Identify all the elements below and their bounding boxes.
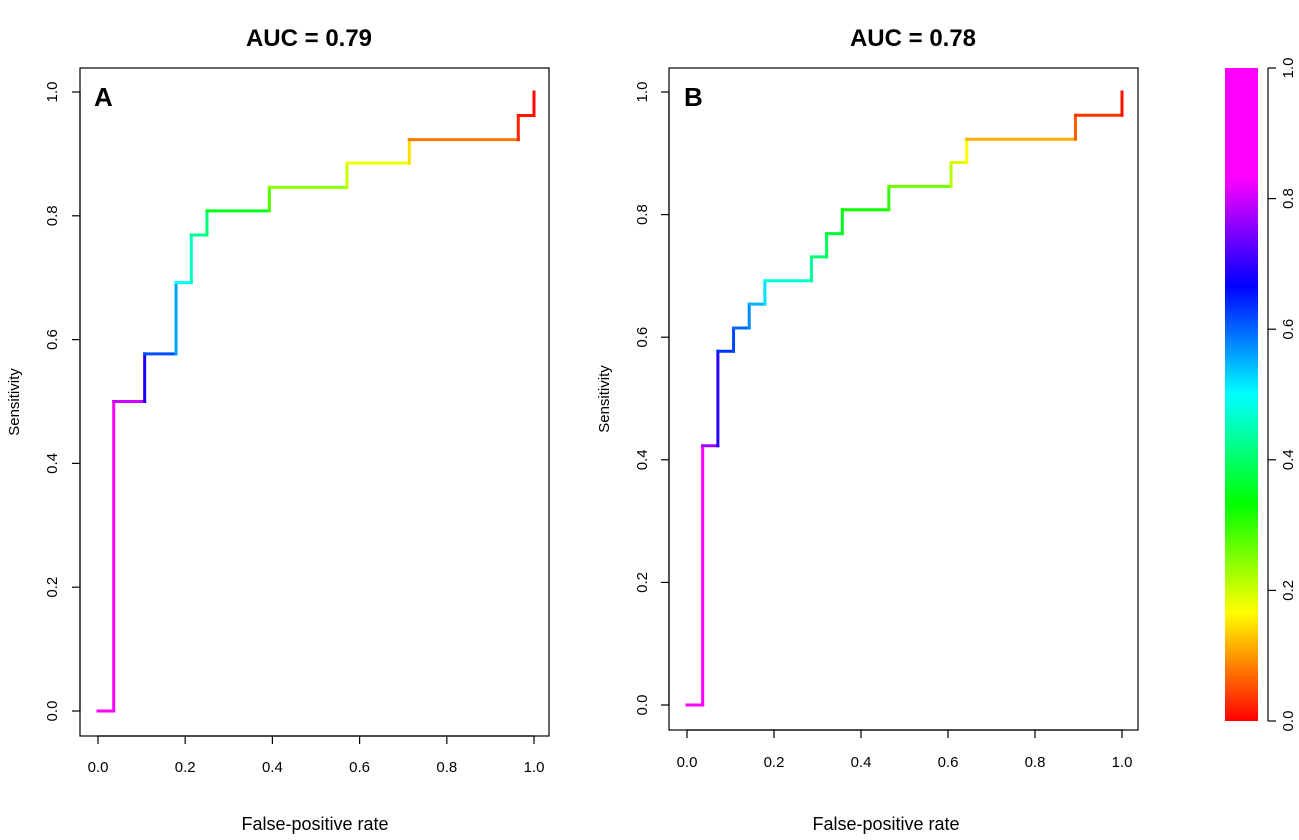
panel-b-plot-frame <box>668 67 1139 731</box>
y-tick-label: 1.0 <box>44 82 61 103</box>
x-tick-label: 0.8 <box>436 759 457 776</box>
panel-a-y-axis-title: Sensitivity <box>6 368 23 436</box>
panel-a-title: AUC = 0.79 <box>246 25 372 52</box>
x-tick-label: 1.0 <box>1112 754 1133 771</box>
x-tick-label: 0.4 <box>851 754 872 771</box>
x-tick-label: 0.2 <box>764 754 785 771</box>
colorbar-tick-label: 0.6 <box>1280 319 1297 340</box>
colorbar-tick-label: 0.4 <box>1280 449 1297 470</box>
panel-a-plot-frame <box>79 67 550 737</box>
panel-a: AUC = 0.79 A 0.0 0.2 0.4 0.6 0.8 1.0 0.00.20.… <box>6 25 550 834</box>
colorbar-axis: 0.0 0.2 0.4 0.6 0.8 1.0 <box>1267 58 1297 732</box>
x-tick-label: 0.8 <box>1025 754 1046 771</box>
panel-b-title: AUC = 0.78 <box>850 25 976 52</box>
y-tick-label: 0.2 <box>44 577 61 598</box>
colorbar: 0.0 0.2 0.4 0.6 0.8 1.0 <box>1225 58 1297 732</box>
colorbar-tick-label: 0.2 <box>1280 580 1297 601</box>
panel-b-y-axis-title: Sensitivity <box>596 365 613 433</box>
y-tick-label: 1.0 <box>634 82 651 103</box>
x-tick-label: 0.0 <box>677 754 698 771</box>
panel-a-y-axis: 0.0 0.2 0.4 0.6 0.8 1.0 <box>44 82 81 722</box>
colorbar-tick-label: 0.0 <box>1280 711 1297 732</box>
colorbar-tick-label: 1.0 <box>1280 58 1297 79</box>
x-tick-label: 0.0 <box>88 759 109 776</box>
panel-b-label: B <box>684 82 703 112</box>
colorbar-tick-label: 0.8 <box>1280 188 1297 209</box>
x-tick-label: 0.6 <box>349 759 370 776</box>
colorbar-gradient <box>1225 68 1258 721</box>
panel-a-roc-curve <box>96 90 536 713</box>
panel-a-label: A <box>94 82 113 112</box>
y-tick-label: 0.4 <box>44 453 61 474</box>
panel-b-x-axis-title: False-positive rate <box>812 814 959 834</box>
y-tick-label: 0.4 <box>634 449 651 470</box>
panel-b-x-axis: 0.0 0.2 0.4 0.6 0.8 1.0 <box>677 729 1133 771</box>
panel-a-x-axis-title: False-positive rate <box>241 814 388 834</box>
y-tick-label: 0.6 <box>44 329 61 350</box>
panel-b: AUC = 0.78 B 0.0 0.2 0.4 0.6 0.8 1.0 0.00.20.… <box>596 25 1139 834</box>
x-tick-label: 1.0 <box>524 759 545 776</box>
x-tick-label: 0.4 <box>262 759 283 776</box>
y-tick-label: 0.6 <box>634 327 651 348</box>
y-tick-label: 0.0 <box>44 701 61 722</box>
x-tick-label: 0.2 <box>175 759 196 776</box>
y-tick-label: 0.0 <box>634 695 651 716</box>
y-tick-label: 0.8 <box>44 205 61 226</box>
y-tick-label: 0.8 <box>634 204 651 225</box>
panel-a-x-axis: 0.0 0.2 0.4 0.6 0.8 1.0 <box>88 735 545 776</box>
y-tick-label: 0.2 <box>634 572 651 593</box>
panel-b-roc-curve <box>685 90 1124 707</box>
x-tick-label: 0.6 <box>938 754 959 771</box>
panel-b-y-axis: 0.0 0.2 0.4 0.6 0.8 1.0 <box>634 82 670 716</box>
